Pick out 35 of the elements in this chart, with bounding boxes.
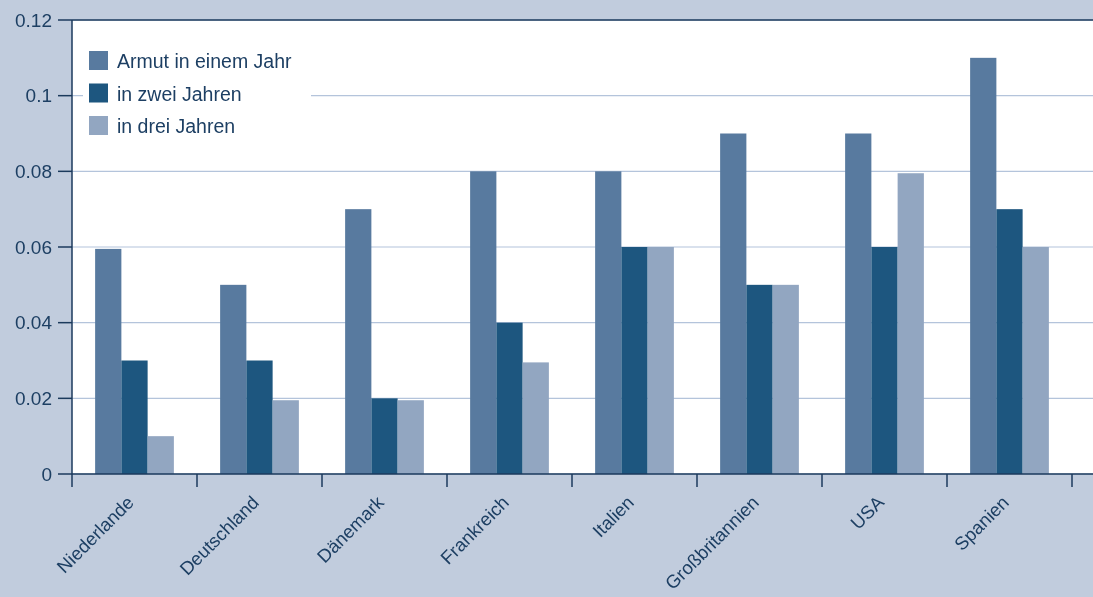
bar [397, 400, 424, 474]
legend-label: Armut in einem Jahr [117, 50, 292, 72]
bar [746, 284, 773, 474]
bar [621, 247, 648, 474]
bar [272, 400, 299, 474]
bar [720, 133, 747, 474]
bar [246, 360, 273, 474]
y-tick-label: 0.02 [15, 387, 52, 409]
bar [470, 171, 497, 474]
y-tick-label: 0.08 [15, 160, 52, 182]
bar [522, 362, 549, 474]
bar [1022, 247, 1049, 474]
y-tick-label: 0.12 [15, 9, 52, 31]
y-tick-label: 0.06 [15, 236, 52, 258]
bar [121, 360, 148, 474]
bar [970, 57, 997, 474]
bar [220, 284, 247, 474]
bar [871, 247, 898, 474]
bar [996, 209, 1023, 474]
bar [772, 284, 799, 474]
bar [95, 248, 122, 474]
x-tick-label: USA [846, 491, 889, 534]
legend-label: in zwei Jahren [117, 82, 242, 105]
bar [647, 247, 674, 474]
legend-label: in drei Jahren [117, 115, 236, 137]
bar [345, 209, 372, 474]
bar [371, 398, 398, 474]
bar [595, 171, 622, 474]
bar [496, 322, 523, 474]
y-tick-label: 0.1 [25, 85, 52, 107]
bar [897, 173, 924, 474]
y-tick-label: 0 [41, 463, 52, 485]
y-tick-label: 0.04 [15, 312, 53, 334]
bar [845, 133, 872, 474]
bar [147, 436, 174, 474]
